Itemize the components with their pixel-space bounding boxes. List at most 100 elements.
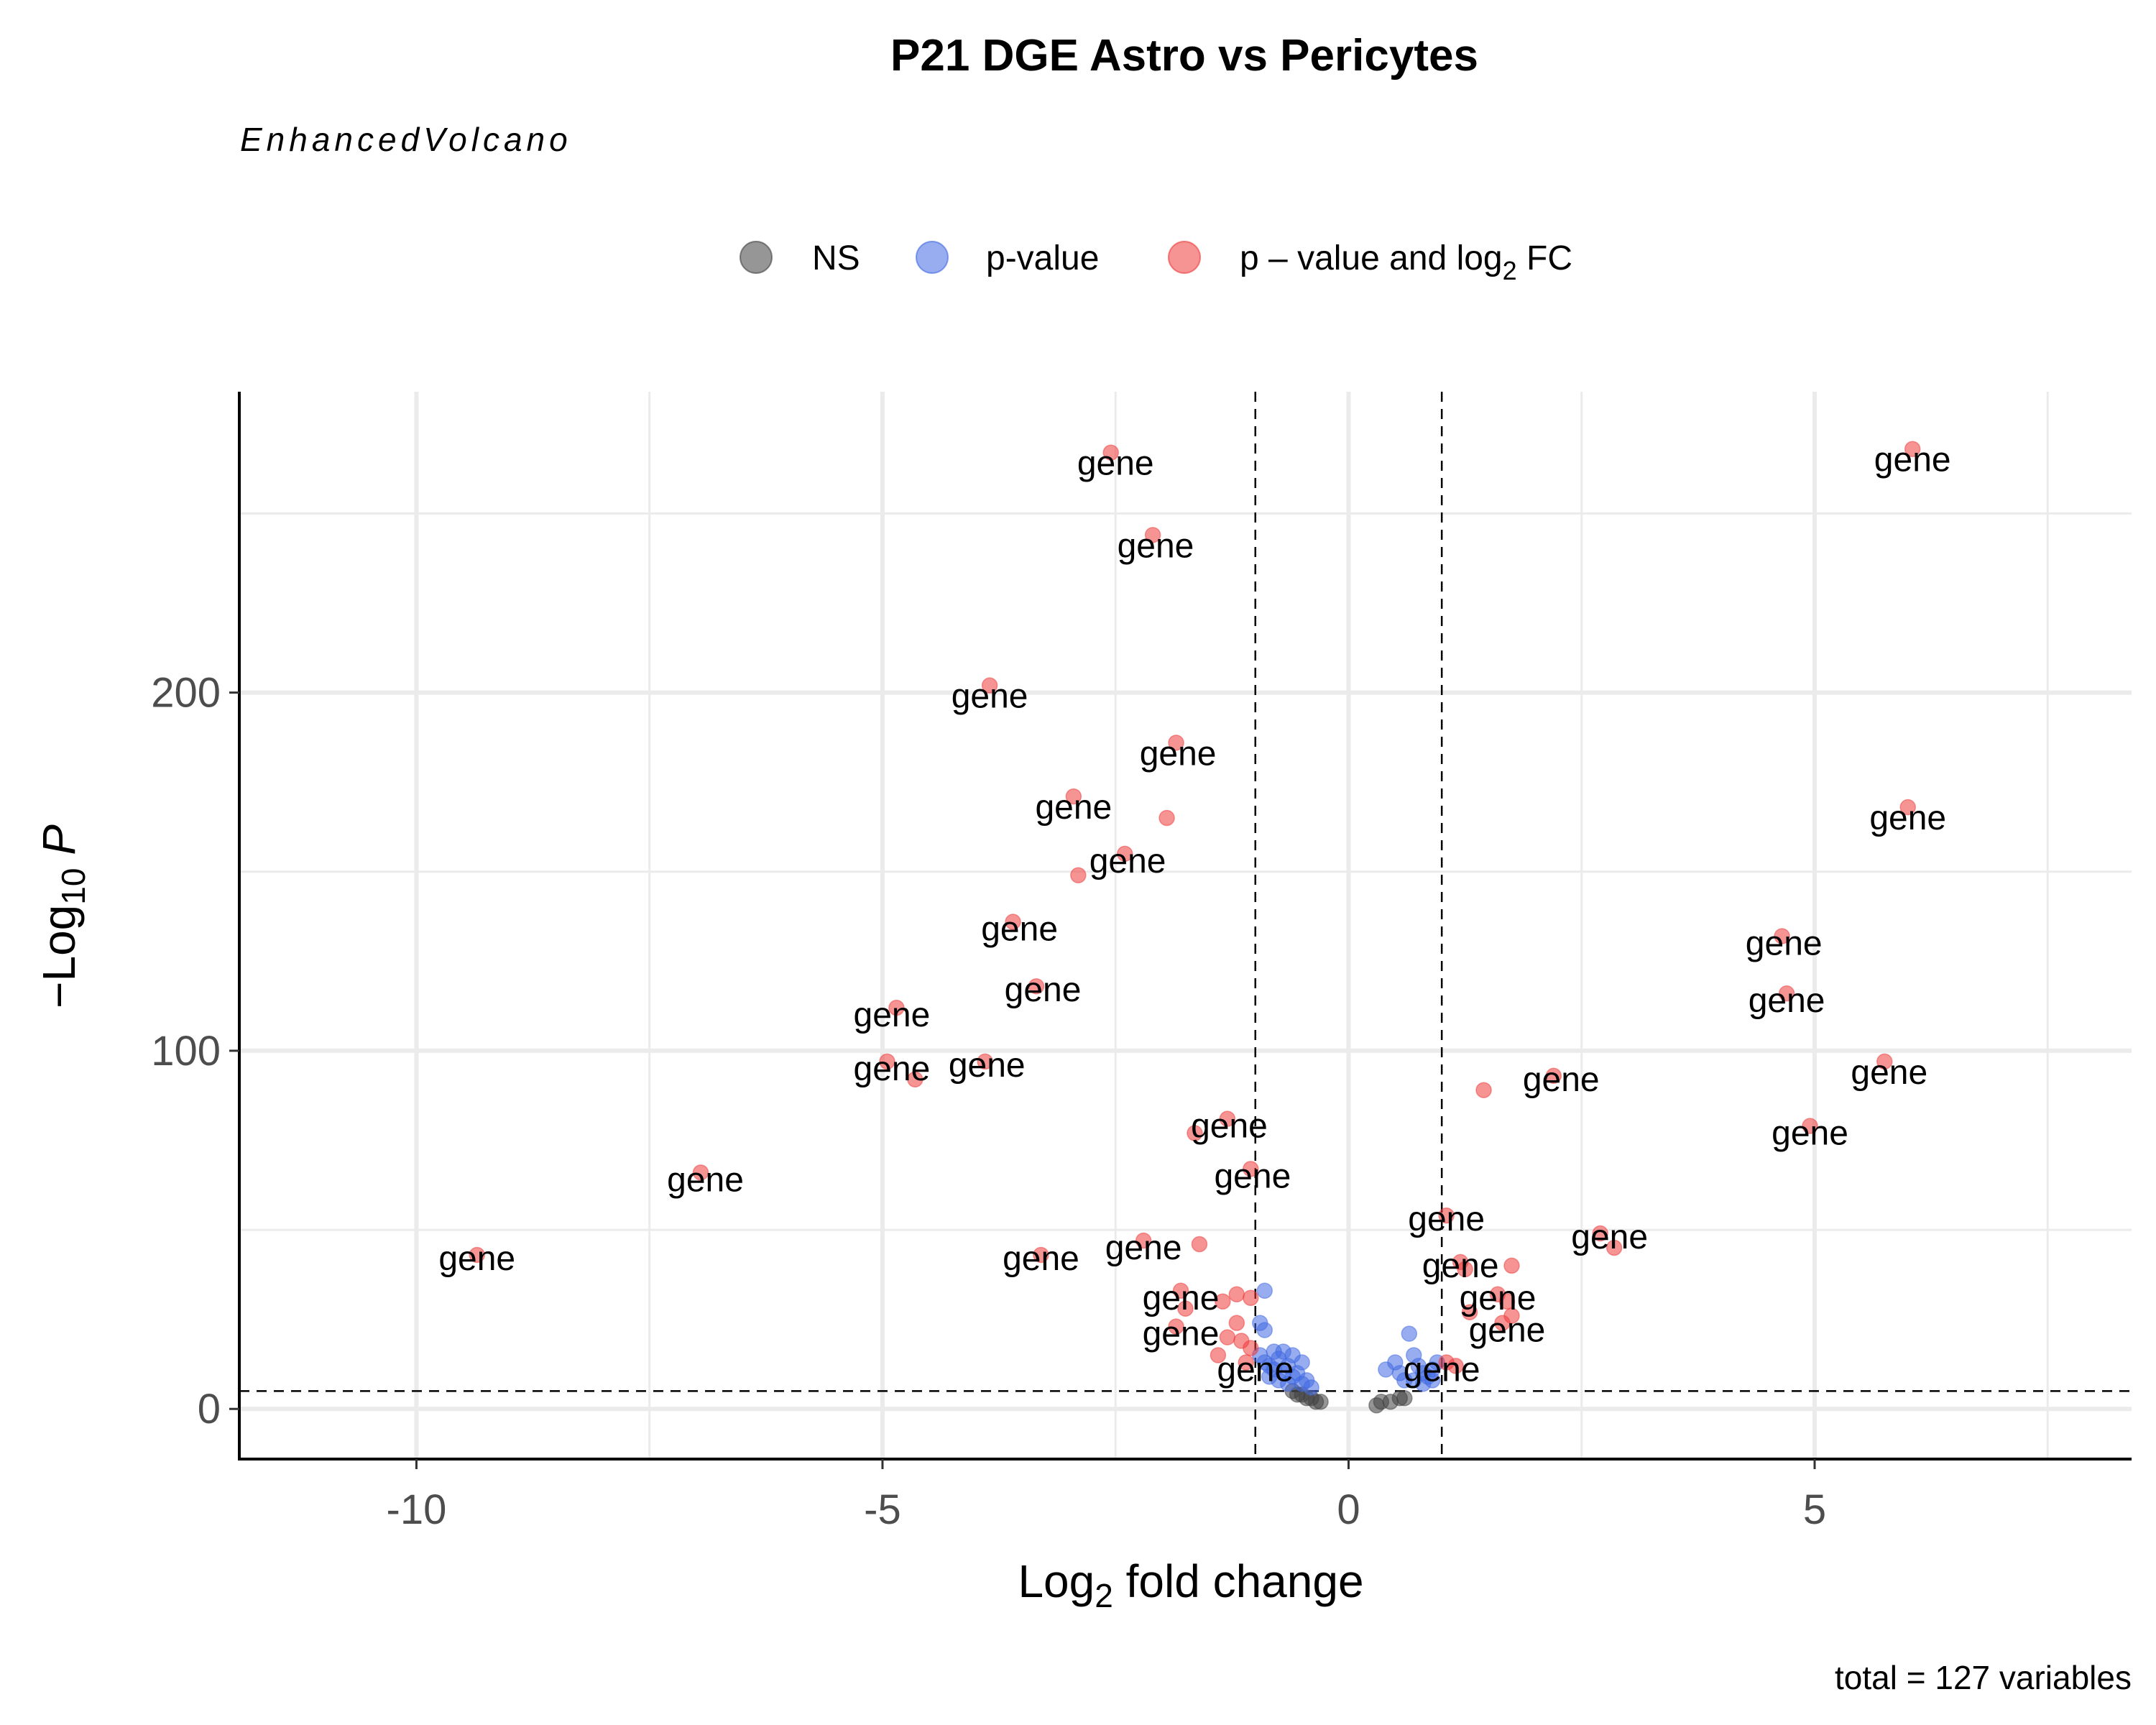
data-point-fc_p: [1606, 1239, 1623, 1256]
chart-subtitle: EnhancedVolcano: [240, 121, 572, 158]
legend-swatch: [740, 241, 773, 274]
data-point-fc_p: [1438, 1207, 1455, 1224]
data-point-p: [1256, 1282, 1273, 1300]
data-point-fc_p: [1904, 441, 1921, 457]
data-point-fc_p: [1116, 845, 1133, 862]
data-point-fc_p: [1215, 1293, 1231, 1310]
gene-label: gene: [1746, 924, 1823, 962]
x-tick-label: 0: [1337, 1486, 1360, 1533]
data-point-fc_p: [1876, 1053, 1893, 1070]
data-point-fc_p: [1899, 799, 1916, 816]
data-point-p: [1391, 1365, 1409, 1381]
data-point-fc_p: [1005, 914, 1021, 930]
gene-label: gene: [1217, 1351, 1294, 1389]
legend-label: p-value: [986, 239, 1099, 277]
legend-item-p: p-value: [916, 239, 1099, 277]
data-point-fc_p: [1028, 978, 1045, 995]
data-point-p: [1279, 1376, 1296, 1392]
gene-label: gene: [1035, 788, 1112, 827]
gene-label: gene: [1408, 1200, 1485, 1238]
data-point-fc_p: [1102, 444, 1119, 461]
data-point-fc_p: [1545, 1067, 1562, 1085]
y-tick-label: 0: [198, 1386, 221, 1432]
data-point-fc_p: [1447, 1358, 1464, 1374]
gene-label: gene: [1571, 1218, 1648, 1256]
data-point-fc_p: [1238, 1354, 1255, 1371]
data-point-fc_p: [1219, 1329, 1236, 1346]
legend-label: NS: [812, 239, 860, 277]
data-point-fc_p: [1187, 1125, 1203, 1141]
gene-label: gene: [1523, 1061, 1600, 1099]
x-tick-label: 5: [1803, 1486, 1826, 1533]
gene-label: gene: [1143, 1279, 1220, 1317]
gene-label: gene: [981, 910, 1058, 948]
data-point-fc_p: [692, 1164, 709, 1181]
gene-label: gene: [1772, 1115, 1848, 1153]
gene-label: gene: [854, 996, 931, 1034]
data-point-p: [1401, 1325, 1418, 1342]
data-point-fc_p: [1228, 1286, 1245, 1303]
data-point-fc_p: [1177, 1300, 1194, 1317]
gene-label: gene: [1077, 445, 1154, 483]
data-point-fc_p: [1802, 1118, 1818, 1134]
plot-area: genegenegenegenegenegenegenegenegenegene…: [151, 392, 2132, 1533]
gene-label: gene: [854, 1050, 931, 1088]
data-point-fc_p: [1158, 809, 1175, 827]
data-point-fc_p: [1461, 1304, 1478, 1320]
gene-label: gene: [1851, 1054, 1927, 1092]
legend-swatch: [916, 241, 949, 274]
axes: [238, 392, 2132, 1460]
data-point-fc_p: [1243, 1289, 1259, 1307]
legend-swatch: [1168, 241, 1201, 274]
gene-label: gene: [1105, 1229, 1182, 1267]
data-point-fc_p: [1065, 788, 1082, 805]
y-tick-label: 200: [151, 670, 221, 717]
data-point-fc_p: [469, 1246, 485, 1264]
data-point-fc_p: [1210, 1347, 1227, 1363]
data-point-fc_p: [977, 1053, 993, 1070]
data-point-fc_p: [1494, 1315, 1511, 1331]
data-point-fc_p: [1243, 1161, 1259, 1177]
gene-label: gene: [667, 1161, 744, 1199]
data-point-fc_p: [1503, 1257, 1520, 1274]
data-point-fc_p: [1168, 735, 1184, 751]
y-tick-label: 100: [151, 1028, 221, 1075]
gene-label: gene: [1869, 799, 1946, 837]
data-point-fc_p: [907, 1071, 923, 1088]
data-point-fc_p: [1191, 1236, 1208, 1253]
x-axis-title: Log2 fold change: [1018, 1555, 1363, 1614]
data-point-fc_p: [1228, 1315, 1245, 1331]
data-point-fc_p: [1219, 1110, 1236, 1127]
data-point-fc_p: [1144, 527, 1161, 543]
gene-label: gene: [438, 1240, 515, 1278]
data-point-p: [1256, 1322, 1273, 1338]
legend-label: p – value and log2 FC: [1240, 239, 1572, 285]
data-point-fc_p: [1135, 1232, 1152, 1249]
legend-item-ns: NS: [740, 239, 860, 277]
gene-label: gene: [1191, 1108, 1268, 1146]
data-point-fc_p: [879, 1053, 895, 1070]
gene-label: gene: [1214, 1157, 1291, 1195]
data-point-fc_p: [1498, 1293, 1516, 1310]
data-point-fc_p: [888, 999, 905, 1016]
gene-label: gene: [1003, 1240, 1079, 1278]
data-point-fc_p: [1033, 1246, 1049, 1264]
x-tick-label: -5: [864, 1486, 901, 1533]
data-point-fc_p: [1778, 985, 1795, 1002]
data-point-fc_p: [1243, 1340, 1259, 1356]
gene-label: gene: [952, 678, 1028, 716]
data-point-ns: [1396, 1390, 1413, 1407]
data-point-fc_p: [1774, 928, 1790, 944]
chart-title: P21 DGE Astro vs Pericytes: [890, 31, 1478, 80]
cutoff-lines: [239, 392, 2132, 1459]
data-points: [469, 441, 1921, 1414]
gene-label: gene: [1005, 971, 1082, 1009]
data-point-fc_p: [1475, 1082, 1492, 1098]
gene-label: gene: [1874, 441, 1951, 479]
data-point-fc_p: [1070, 867, 1087, 883]
data-point-fc_p: [981, 677, 998, 694]
grid: [239, 392, 2132, 1459]
gene-label: gene: [1469, 1312, 1546, 1350]
data-point-fc_p: [1457, 1261, 1473, 1278]
